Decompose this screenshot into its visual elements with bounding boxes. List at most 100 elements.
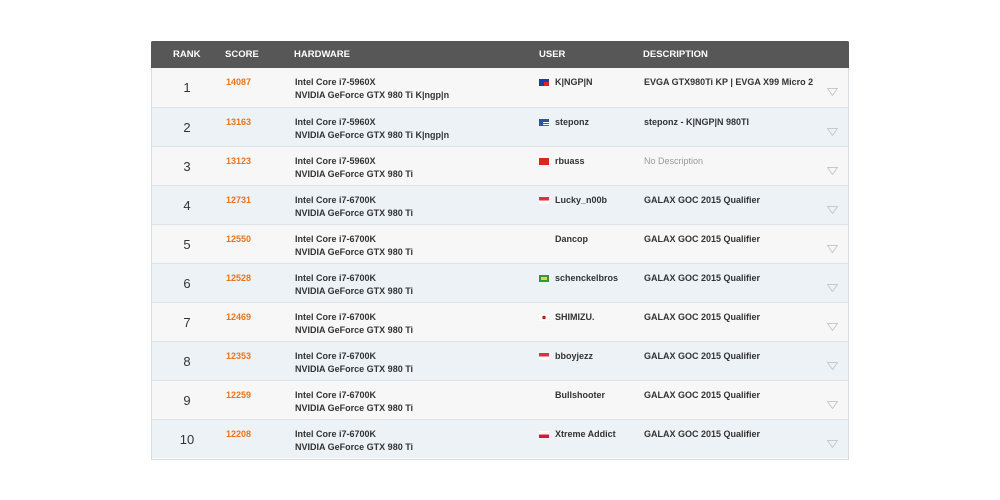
leaderboard-table: RANK SCORE HARDWARE USER DESCRIPTION 1 14… xyxy=(151,41,849,460)
rank: 6 xyxy=(183,276,191,291)
gpu: NVIDIA GeForce GTX 980 Ti xyxy=(295,247,414,257)
arrow-icon xyxy=(826,440,839,449)
flag-icon xyxy=(539,197,549,204)
table-row[interactable]: 10 12208 Intel Core i7-6700K NVIDIA GeForce… xyxy=(152,419,848,458)
expand-arrow[interactable] xyxy=(826,396,839,414)
rank: 7 xyxy=(183,315,191,330)
cpu: Intel Core i7-5960X xyxy=(295,156,376,166)
arrow-icon xyxy=(826,323,839,332)
description: GALAX GOC 2015 Qualifier xyxy=(644,429,761,439)
arrow-icon xyxy=(826,88,839,97)
expand-arrow[interactable] xyxy=(826,279,839,297)
arrow-icon xyxy=(826,128,839,137)
score[interactable]: 12528 xyxy=(226,273,252,283)
description: GALAX GOC 2015 Qualifier xyxy=(644,273,761,283)
score[interactable]: 12353 xyxy=(226,351,252,361)
user[interactable]: steponz xyxy=(555,117,590,127)
user[interactable]: schenckelbros xyxy=(555,273,619,283)
score[interactable]: 12550 xyxy=(226,234,252,244)
rank: 4 xyxy=(183,198,191,213)
table-row[interactable]: 4 12731 Intel Core i7-6700K NVIDIA GeForce … xyxy=(152,185,848,224)
gpu: NVIDIA GeForce GTX 980 Ti xyxy=(295,286,414,296)
score[interactable]: 13163 xyxy=(226,117,252,127)
user[interactable]: rbuass xyxy=(555,156,585,166)
table-row[interactable]: 3 13123 Intel Core i7-5960X NVIDIA GeForce … xyxy=(152,146,848,185)
expand-arrow[interactable] xyxy=(826,240,839,258)
cpu: Intel Core i7-6700K xyxy=(295,429,377,439)
expand-arrow[interactable] xyxy=(826,357,839,375)
user[interactable]: Lucky_n00b xyxy=(555,195,608,205)
gpu: NVIDIA GeForce GTX 980 Ti xyxy=(295,442,414,452)
score[interactable]: 12208 xyxy=(226,429,252,439)
gpu: NVIDIA GeForce GTX 980 Ti K|ngp|n xyxy=(295,90,450,100)
expand-arrow[interactable] xyxy=(826,123,839,141)
gpu: NVIDIA GeForce GTX 980 Ti K|ngp|n xyxy=(295,130,450,140)
rank: 3 xyxy=(183,159,191,174)
column-header: DESCRIPTION xyxy=(643,49,708,60)
description: steponz - K|NGP|N 980TI xyxy=(644,117,750,127)
expand-arrow[interactable] xyxy=(826,435,839,453)
table-row[interactable]: 5 12550 Intel Core i7-6700K NVIDIA GeForce … xyxy=(152,224,848,263)
score[interactable]: 13123 xyxy=(226,156,252,166)
table-row[interactable]: 2 13163 Intel Core i7-5960X NVIDIA GeForce … xyxy=(152,107,848,146)
user[interactable]: SHIMIZU. xyxy=(555,312,595,322)
arrow-icon xyxy=(826,206,839,215)
flag-icon xyxy=(539,314,549,321)
expand-arrow[interactable] xyxy=(826,201,839,219)
description: GALAX GOC 2015 Qualifier xyxy=(644,390,761,400)
cpu: Intel Core i7-6700K xyxy=(295,273,377,283)
column-header: RANK xyxy=(173,49,201,60)
arrow-icon xyxy=(826,245,839,254)
gpu: NVIDIA GeForce GTX 980 Ti xyxy=(295,325,414,335)
cpu: Intel Core i7-6700K xyxy=(295,390,377,400)
arrow-icon xyxy=(826,362,839,371)
cpu: Intel Core i7-6700K xyxy=(295,312,377,322)
rank: 9 xyxy=(183,393,191,408)
table-row[interactable]: 6 12528 Intel Core i7-6700K NVIDIA GeForce … xyxy=(152,263,848,302)
column-header: SCORE xyxy=(225,49,259,60)
user[interactable]: bboyjezz xyxy=(555,351,594,361)
user[interactable]: Bullshooter xyxy=(555,390,606,400)
table-row[interactable]: 1 14087 Intel Core i7-5960X NVIDIA GeForce … xyxy=(152,68,848,107)
rank: 1 xyxy=(183,80,191,95)
gpu: NVIDIA GeForce GTX 980 Ti xyxy=(295,208,414,218)
score[interactable]: 12731 xyxy=(226,195,252,205)
flag-icon xyxy=(539,431,549,438)
table-row[interactable]: 8 12353 Intel Core i7-6700K NVIDIA GeForce … xyxy=(152,341,848,380)
description: GALAX GOC 2015 Qualifier xyxy=(644,195,761,205)
flag-icon xyxy=(539,353,549,360)
score[interactable]: 12469 xyxy=(226,312,252,322)
rank: 5 xyxy=(183,237,191,252)
expand-arrow[interactable] xyxy=(826,83,839,101)
flag-icon xyxy=(539,158,549,165)
rank: 8 xyxy=(183,354,191,369)
gpu: NVIDIA GeForce GTX 980 Ti xyxy=(295,403,414,413)
arrow-icon xyxy=(826,401,839,410)
score[interactable]: 12259 xyxy=(226,390,252,400)
flag-icon xyxy=(539,275,549,282)
user[interactable]: Dancop xyxy=(555,234,589,244)
cpu: Intel Core i7-6700K xyxy=(295,351,377,361)
user[interactable]: Xtreme Addict xyxy=(555,429,616,439)
expand-arrow[interactable] xyxy=(826,318,839,336)
arrow-icon xyxy=(826,284,839,293)
column-header: USER xyxy=(539,49,566,60)
rank: 2 xyxy=(183,120,191,135)
table-header: RANK SCORE HARDWARE USER DESCRIPTION xyxy=(151,41,849,68)
description: GALAX GOC 2015 Qualifier xyxy=(644,312,761,322)
table-row[interactable]: 9 12259 Intel Core i7-6700K NVIDIA GeForce … xyxy=(152,380,848,419)
user[interactable]: K|NGP|N xyxy=(555,77,593,87)
gpu: NVIDIA GeForce GTX 980 Ti xyxy=(295,169,414,179)
description: GALAX GOC 2015 Qualifier xyxy=(644,351,761,361)
description: No Description xyxy=(644,156,704,166)
table-row[interactable]: 7 12469 Intel Core i7-6700K NVIDIA GeForce … xyxy=(152,302,848,341)
expand-arrow[interactable] xyxy=(826,162,839,180)
score[interactable]: 14087 xyxy=(226,77,252,87)
cpu: Intel Core i7-6700K xyxy=(295,195,377,205)
column-header: HARDWARE xyxy=(294,49,350,60)
flag-icon xyxy=(539,79,549,86)
gpu: NVIDIA GeForce GTX 980 Ti xyxy=(295,364,414,374)
cpu: Intel Core i7-5960X xyxy=(295,77,376,87)
flag-icon xyxy=(539,119,549,126)
